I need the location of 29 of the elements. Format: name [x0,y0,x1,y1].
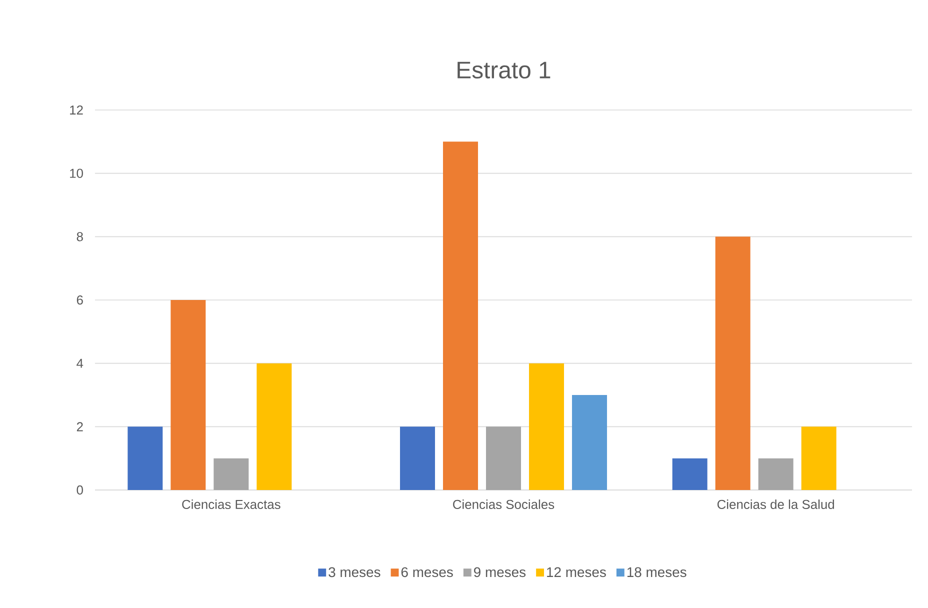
y-tick-label: 6 [76,295,83,305]
y-tick-label: 12 [70,105,83,115]
bar [443,142,478,490]
y-tick-label: 2 [76,422,83,432]
bar [400,426,436,490]
y-tick-label: 4 [76,358,84,368]
x-tick-label: Ciencias de la Salud [717,500,834,510]
bar [214,458,249,490]
legend-label: 9 meses [474,567,526,578]
chart-title: Estrato 1 [458,62,550,78]
legend-label: 12 meses [547,567,606,578]
bar [128,426,163,490]
y-tick-label: 0 [76,485,83,495]
x-tick-label: Ciencias Sociales [453,500,554,510]
bar [529,363,564,490]
bar [486,426,522,490]
legend-label: 18 meses [627,567,686,578]
legend-label: 6 meses [401,567,453,578]
bar [758,458,794,490]
bar [715,236,750,490]
bar [256,363,292,490]
y-tick-label: 10 [70,168,83,178]
bar [672,458,708,490]
bar [572,395,608,490]
legend-label: 3 meses [328,567,380,578]
bar [801,426,836,490]
bar [170,300,206,490]
y-tick-label: 8 [76,232,83,242]
x-tick-label: Ciencias Exactas [182,500,280,510]
